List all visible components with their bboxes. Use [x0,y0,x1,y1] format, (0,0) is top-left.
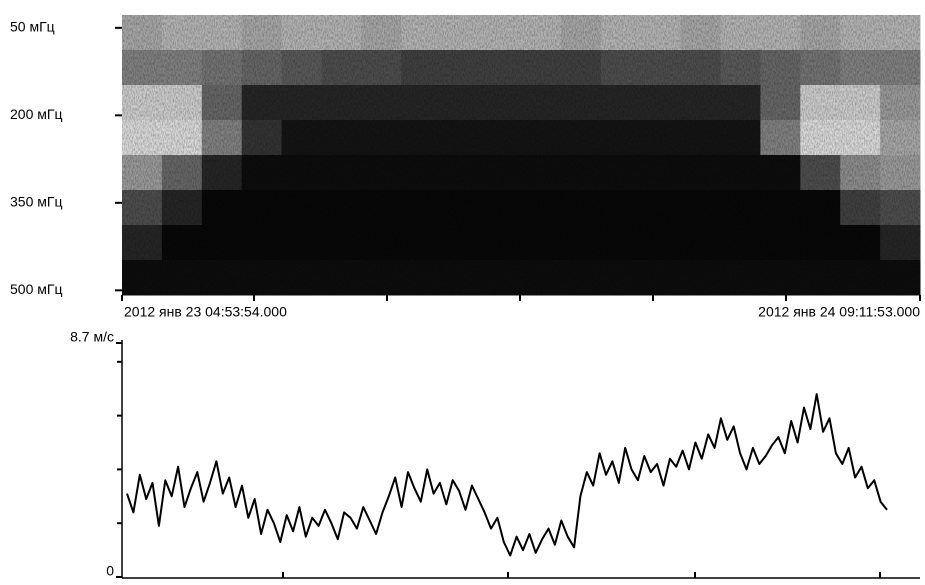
y-tick-label: 0 [106,563,114,579]
x-ticks [121,295,921,301]
x-ticks [282,572,881,578]
y-tick-label: 200 мГц [10,106,62,122]
y-tick-label: 350 мГц [10,194,62,210]
y-tick-label: 500 мГц [10,281,62,297]
y-tick-label: 50 мГц [10,19,55,35]
line [126,393,888,557]
texture [122,15,920,295]
y-tick-label: 8.7 м/с [70,329,114,345]
x-start-label: 2012 янв 23 04:53:54.000 [124,304,287,320]
x-end-label: 2012 янв 24 09:11:53.000 [758,304,920,320]
